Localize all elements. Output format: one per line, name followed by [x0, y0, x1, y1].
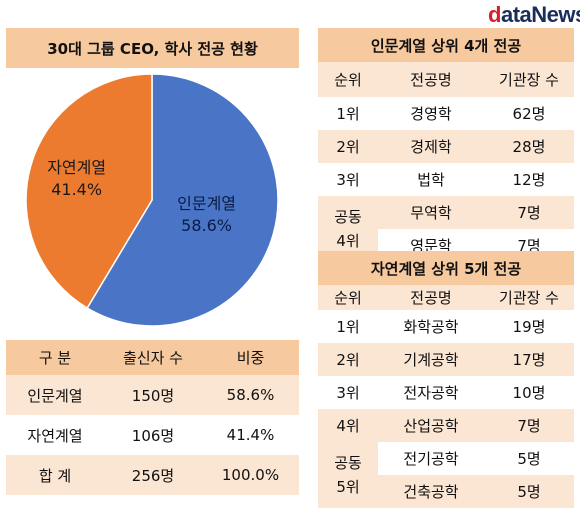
header-major: 전공명 [410, 71, 452, 89]
humanities-table-title: 인문계열 상위 4개 전공 [318, 28, 574, 62]
cell-rank: 3위 [336, 171, 360, 189]
table-header-row: 순위 전공명 기관장 수 [318, 285, 574, 310]
header-category: 구 분 [38, 349, 72, 367]
cell-count: 5명 [517, 450, 541, 468]
cell-major: 전자공학 [403, 384, 459, 402]
header-rank: 순위 [334, 71, 362, 89]
cell-count: 10명 [512, 384, 546, 402]
humanities-table: 순위 전공명 기관장 수 1위 경영학 62명 2위 경제학 28명 3위 법학… [318, 62, 574, 262]
cell-rank: 1위 [336, 105, 360, 123]
cell-major: 건축공학 [403, 483, 459, 501]
pie-slice-humanities [86, 73, 279, 327]
science-table-title: 자연계열 상위 5개 전공 [318, 251, 574, 285]
cell-count: 19명 [512, 318, 546, 336]
table-row: 1위 경영학 62명 [318, 97, 574, 130]
cell-count: 7명 [517, 417, 541, 435]
table-header-row: 구 분 출신자 수 비중 [6, 340, 299, 375]
summary-table: 구 분 출신자 수 비중 인문계열 150명 58.6% 자연계열 106명 4… [6, 340, 299, 495]
cell-category: 합 계 [38, 466, 72, 485]
cell-category: 자연계열 [27, 426, 83, 445]
cell-rank-joint: 공동 5위 [318, 442, 378, 508]
table-row: 공동 5위 전기공학 5명 [318, 442, 574, 508]
cell-major: 화학공학 [403, 318, 459, 336]
cell-count: 256명 [131, 466, 175, 485]
header-count: 기관장 수 [499, 289, 559, 307]
cell-major: 영문학 [410, 237, 452, 255]
cell-share: 41.4% [226, 426, 275, 444]
cell-major: 경제학 [410, 138, 452, 156]
cell-share: 100.0% [221, 466, 280, 484]
cell-count: 62명 [512, 105, 546, 123]
cell-rank: 4위 [336, 417, 360, 435]
cell-major: 법학 [417, 171, 445, 189]
cell-count: 106명 [131, 426, 175, 445]
cell-count: 12명 [512, 171, 546, 189]
cell-count: 5명 [517, 483, 541, 501]
table-header-row: 순위 전공명 기관장 수 [318, 62, 574, 97]
header-share: 비중 [236, 349, 265, 367]
table-row: 4위 산업공학 7명 [318, 409, 574, 442]
table-row: 3위 법학 12명 [318, 163, 574, 196]
slice-label-humanities: 인문계열 58.6% [177, 194, 237, 236]
cell-major: 산업공학 [403, 417, 459, 435]
header-count: 기관장 수 [499, 71, 559, 89]
table-row: 2위 경제학 28명 [318, 130, 574, 163]
pie-slice-natural [25, 73, 153, 310]
table-row: 합 계 256명 100.0% [6, 455, 299, 495]
cell-major: 무역학 [410, 204, 452, 222]
table-row: 공동 4위 무역학 7명 [318, 196, 574, 262]
table-row: 자연계열 106명 41.4% [6, 415, 299, 455]
cell-major: 기계공학 [403, 351, 459, 369]
table-row: 1위 화학공학 19명 [318, 310, 574, 343]
cell-rank: 2위 [336, 138, 360, 156]
cell-rank: 3위 [336, 384, 360, 402]
cell-major: 전기공학 [403, 450, 459, 468]
cell-count: 28명 [512, 138, 546, 156]
header-count: 출신자 수 [123, 349, 183, 367]
cell-major: 경영학 [410, 105, 452, 123]
cell-count: 7명 [517, 237, 541, 255]
cell-count: 17명 [512, 351, 546, 369]
header-rank: 순위 [334, 289, 362, 307]
slice-label-natural: 자연계열 41.4% [47, 158, 107, 200]
cell-share: 58.6% [226, 386, 275, 404]
chart-title: 30대 그룹 CEO, 학사 전공 현황 [6, 28, 299, 68]
datanews-logo: dataNews [488, 2, 580, 27]
cell-count: 7명 [517, 204, 541, 222]
header-major: 전공명 [410, 289, 452, 307]
table-row: 인문계열 150명 58.6% [6, 375, 299, 415]
cell-count: 150명 [131, 386, 175, 405]
pie-chart: 자연계열 41.4% 인문계열 58.6% [6, 68, 299, 330]
table-row: 영문학 7명 [318, 229, 574, 262]
cell-category: 인문계열 [27, 386, 83, 405]
cell-rank: 1위 [336, 318, 360, 336]
cell-rank: 2위 [336, 351, 360, 369]
table-row: 2위 기계공학 17명 [318, 343, 574, 376]
science-table: 순위 전공명 기관장 수 1위 화학공학 19명 2위 기계공학 17명 3위 … [318, 285, 574, 508]
table-row: 3위 전자공학 10명 [318, 376, 574, 409]
